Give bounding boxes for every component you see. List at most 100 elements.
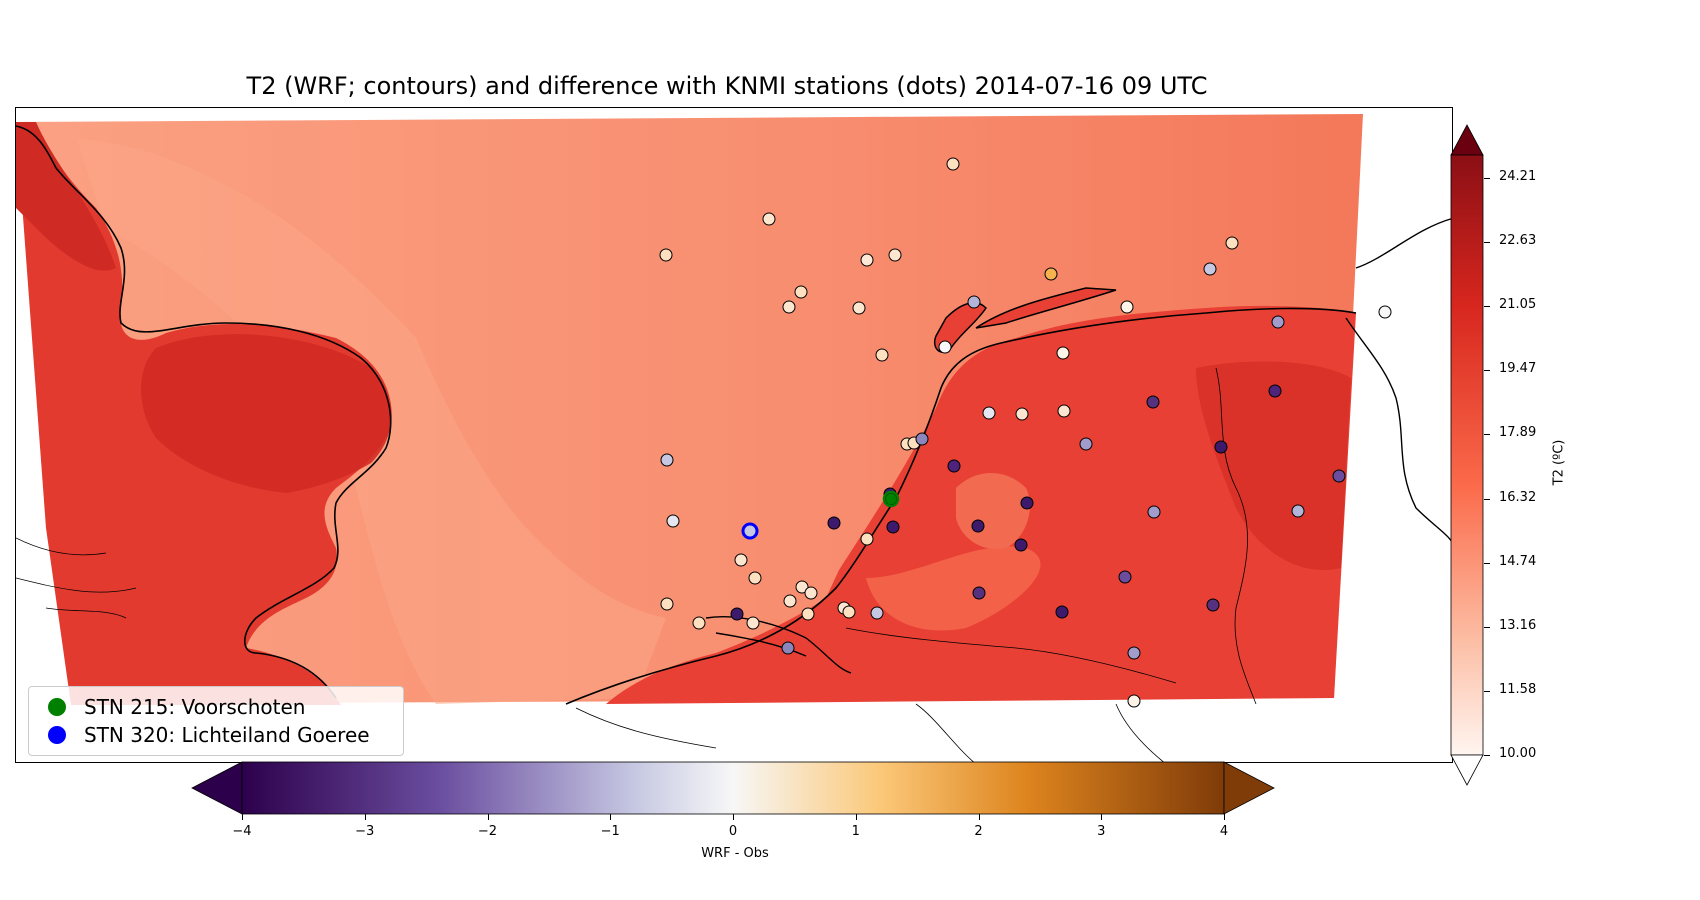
station-dot[interactable] [1057,404,1071,418]
station-dot[interactable] [1332,469,1346,483]
difference-tick-label: 0 [728,824,738,839]
temperature-colorbar-label: T2 (ºC) [1551,439,1567,486]
temperature-tick-mark [1484,242,1490,244]
station-dot[interactable] [660,453,674,467]
station-dot[interactable] [875,348,889,362]
station-dot[interactable] [1378,305,1392,319]
station-dot[interactable] [886,520,900,534]
legend-item-station-320: STN 320: Lichteiland Goeree [29,720,370,750]
station-dot[interactable] [801,607,815,621]
station-dot[interactable] [659,248,673,262]
temperature-tick-label: 19.47 [1499,361,1537,377]
station-dot[interactable] [842,605,856,619]
station-dot[interactable] [946,157,960,171]
station-dot[interactable] [1127,646,1141,660]
legend-label: STN 215: Voorschoten [84,695,306,719]
station-dot[interactable] [967,295,981,309]
germany-dark [1196,361,1351,570]
station-dot[interactable] [1147,505,1161,519]
difference-tick-label: −2 [477,824,498,839]
borders [575,367,1257,762]
blue-marker-icon [48,726,66,744]
station-dot[interactable] [781,641,795,655]
station-dot[interactable] [860,532,874,546]
temperature-colorbar [1450,124,1484,786]
station-dot[interactable] [692,616,706,630]
legend-item-station-215: STN 215: Voorschoten [29,692,305,722]
station-dot[interactable] [804,586,818,600]
station-dot[interactable] [1014,538,1028,552]
temperature-tick-mark [1484,370,1490,372]
station-dot[interactable] [1056,346,1070,360]
temperature-tick-mark [1484,690,1490,692]
difference-tick-label: −4 [232,824,252,839]
east-anglia-dark [141,334,392,493]
station-dot[interactable] [1127,694,1141,708]
station-dot[interactable] [1271,315,1285,329]
station-dot[interactable] [1015,407,1029,421]
station-dot[interactable] [1079,437,1093,451]
difference-tick-mark [487,814,489,820]
station-dot[interactable] [888,248,902,262]
temperature-tick-label: 14.74 [1499,553,1537,569]
station-dot[interactable] [1268,384,1282,398]
station-dot[interactable] [783,594,797,608]
station-dot[interactable] [971,519,985,533]
station-dot[interactable] [730,607,744,621]
difference-tick-mark [1224,814,1225,820]
map-title: T2 (WRF; contours) and difference with K… [246,72,1208,100]
temperature-tick-label: 21.05 [1499,297,1537,313]
temperature-tick-label: 24.21 [1499,169,1537,184]
wadden-islands [975,287,1117,329]
difference-colorbar [191,761,1275,815]
station-dot[interactable] [782,300,796,314]
station-dot[interactable] [947,459,961,473]
station-dot[interactable] [915,432,929,446]
zeeland-coast [705,616,852,674]
station-dot[interactable] [870,606,884,620]
station-320-highlight[interactable] [741,522,759,540]
difference-tick-mark [855,814,857,820]
station-dot[interactable] [860,253,874,267]
difference-tick-mark [610,814,612,820]
temperature-tick-label: 22.63 [1499,233,1537,249]
station-dot[interactable] [666,514,680,528]
map-area[interactable] [15,107,1453,763]
legend-label: STN 320: Lichteiland Goeree [84,723,370,747]
station-dot[interactable] [660,597,674,611]
station-dot[interactable] [794,285,808,299]
temperature-tick-label: 16.32 [1499,489,1537,505]
difference-tick-mark [364,814,366,820]
station-dot[interactable] [938,340,952,354]
temperature-tick-mark [1484,626,1490,628]
station-dot[interactable] [1055,605,1069,619]
station-dot[interactable] [1146,395,1160,409]
station-dot[interactable] [1120,300,1134,314]
station-dot[interactable] [1206,598,1220,612]
station-dot[interactable] [972,586,986,600]
station-dot[interactable] [734,553,748,567]
scandinavia-coast [1355,217,1452,269]
temperature-tick-mark [1484,562,1490,564]
station-dot[interactable] [852,301,866,315]
difference-tick-label: 1 [851,824,860,839]
station-dot[interactable] [795,580,809,594]
station-dot[interactable] [1225,236,1239,250]
temperature-tick-mark [1484,498,1490,500]
station-dot[interactable] [762,212,776,226]
station-dot[interactable] [1214,440,1228,454]
difference-colorbar-label: WRF - Obs [701,846,769,861]
station-215-highlight[interactable] [882,490,900,508]
station-dot[interactable] [746,616,760,630]
station-dot[interactable] [1118,570,1132,584]
uk-borders [16,537,137,619]
station-dot[interactable] [1291,504,1305,518]
station-dot[interactable] [1203,262,1217,276]
station-dot[interactable] [1020,496,1034,510]
benelux-light [866,546,1041,631]
station-dot[interactable] [748,571,762,585]
station-dot[interactable] [1044,267,1058,281]
station-dot[interactable] [982,406,996,420]
temperature-tick-label: 11.58 [1499,681,1537,697]
station-dot[interactable] [827,516,841,530]
